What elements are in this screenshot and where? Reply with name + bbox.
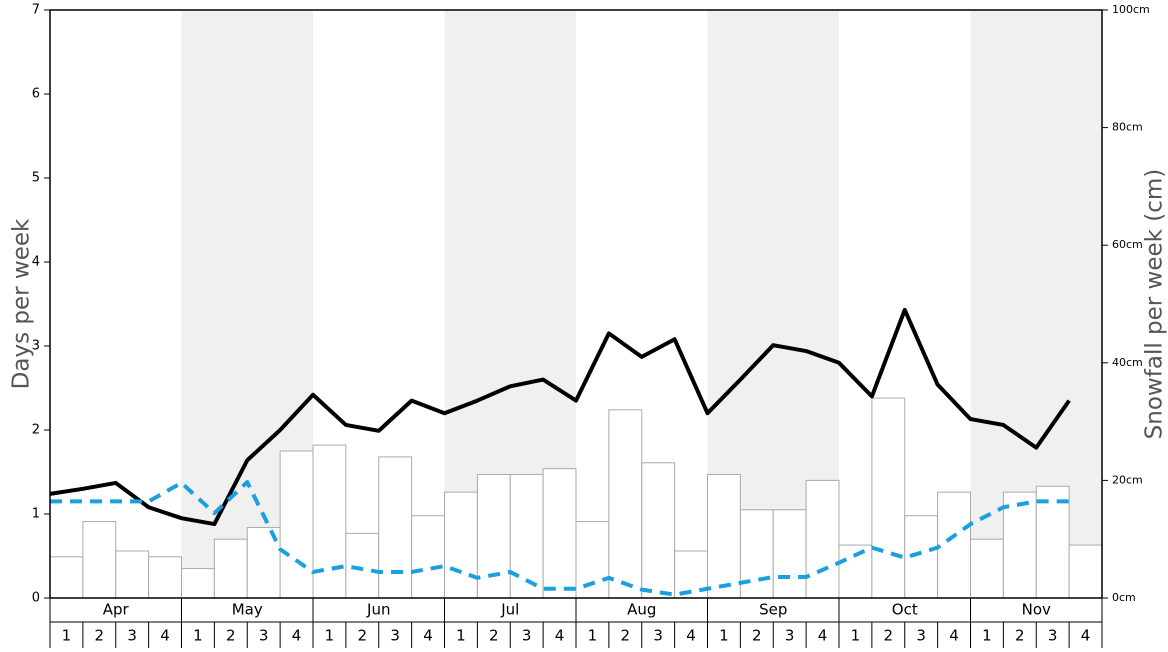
x-tick-label: 1 xyxy=(325,627,335,645)
month-label: Nov xyxy=(1022,601,1051,619)
bar xyxy=(575,521,610,599)
bar xyxy=(641,462,676,599)
bar xyxy=(772,509,807,599)
month-label: Oct xyxy=(892,601,918,619)
y-tick-label: 1 xyxy=(32,507,40,522)
y2-tick-label: 0cm xyxy=(1112,591,1136,604)
bar xyxy=(542,468,577,599)
bar xyxy=(805,479,840,599)
bar xyxy=(345,532,380,599)
month-label: May xyxy=(232,601,263,619)
x-tick-label: 3 xyxy=(390,627,400,645)
x-tick-label: 4 xyxy=(1081,627,1091,645)
y2-axis-label: Snowfall per week (cm) xyxy=(1142,169,1168,440)
bar xyxy=(115,550,150,599)
bar xyxy=(937,491,971,599)
bar xyxy=(49,556,84,599)
x-tick-label: 3 xyxy=(916,627,926,645)
bar xyxy=(1068,544,1103,599)
x-tick-label: 2 xyxy=(1015,627,1025,645)
x-tick-label: 4 xyxy=(555,627,565,645)
month-label: Aug xyxy=(627,601,656,619)
bar xyxy=(148,556,182,599)
bar xyxy=(707,474,741,599)
x-tick-label: 3 xyxy=(653,627,663,645)
bar xyxy=(904,515,939,599)
bar xyxy=(608,409,643,599)
x-tick-label: 4 xyxy=(160,627,170,645)
month-label: Jul xyxy=(500,601,519,619)
x-tick-label: 1 xyxy=(719,627,729,645)
y-tick-label: 2 xyxy=(32,423,40,438)
bar xyxy=(509,474,544,599)
bar xyxy=(312,444,347,599)
month-label: Jun xyxy=(366,601,390,619)
bar xyxy=(739,509,774,599)
x-tick-label: 1 xyxy=(193,627,203,645)
month-label: Apr xyxy=(103,601,130,619)
bar xyxy=(476,474,511,599)
y-tick-label: 7 xyxy=(32,3,40,18)
x-tick-label: 4 xyxy=(292,627,302,645)
x-tick-label: 2 xyxy=(621,627,631,645)
x-tick-label: 3 xyxy=(259,627,269,645)
x-tick-label: 4 xyxy=(818,627,828,645)
y-tick-label: 3 xyxy=(32,339,40,354)
bar xyxy=(82,521,117,599)
y-tick-label: 6 xyxy=(32,87,40,102)
bar xyxy=(213,538,248,599)
x-tick-label: 2 xyxy=(226,627,236,645)
y2-tick-label: 20cm xyxy=(1112,473,1143,486)
x-tick-label: 2 xyxy=(884,627,894,645)
y-axis-label: Days per week xyxy=(9,218,35,389)
x-tick-label: 2 xyxy=(752,627,762,645)
x-tick-label: 4 xyxy=(949,627,959,645)
y2-tick-label: 60cm xyxy=(1112,238,1143,251)
x-tick-label: 4 xyxy=(686,627,696,645)
line xyxy=(49,307,1071,527)
month-label: Sep xyxy=(759,601,787,619)
x-tick-label: 1 xyxy=(851,627,861,645)
x-tick-label: 3 xyxy=(522,627,532,645)
x-tick-label: 1 xyxy=(456,627,466,645)
y2-tick-label: 100cm xyxy=(1112,3,1150,16)
y2-tick-label: 40cm xyxy=(1112,356,1143,369)
y-tick-label: 4 xyxy=(32,255,40,270)
x-tick-label: 1 xyxy=(62,627,72,645)
y-tick-label: 5 xyxy=(32,171,40,186)
bar xyxy=(181,568,215,599)
x-tick-label: 1 xyxy=(982,627,992,645)
x-tick-label: 3 xyxy=(1048,627,1058,645)
x-tick-label: 2 xyxy=(95,627,105,645)
x-tick-label: 2 xyxy=(489,627,499,645)
bar xyxy=(871,397,906,599)
x-tick-label: 4 xyxy=(423,627,433,645)
bar xyxy=(279,450,314,599)
x-tick-label: 2 xyxy=(358,627,368,645)
y2-tick-label: 80cm xyxy=(1112,121,1143,134)
x-tick-label: 3 xyxy=(785,627,795,645)
bar xyxy=(378,456,413,599)
bar xyxy=(444,491,478,599)
bar xyxy=(411,515,445,599)
line xyxy=(50,480,1070,597)
bar xyxy=(970,538,1004,599)
x-tick-label: 1 xyxy=(588,627,598,645)
x-tick-label: 3 xyxy=(127,627,137,645)
y-tick-label: 0 xyxy=(32,591,40,606)
